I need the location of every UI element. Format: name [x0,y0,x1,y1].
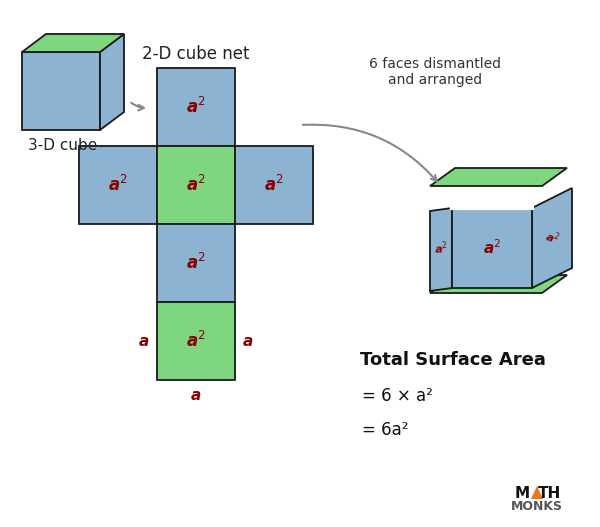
Text: a$^2$: a$^2$ [186,97,206,117]
Text: MONKS: MONKS [511,500,563,512]
Polygon shape [430,168,567,186]
Text: = 6 × a²: = 6 × a² [362,387,433,405]
Text: Total Surface Area: Total Surface Area [360,351,546,369]
Text: a$^2$: a$^2$ [264,175,284,195]
Text: 2-D cube net: 2-D cube net [142,45,250,63]
Text: a$^2$: a$^2$ [433,239,449,257]
Polygon shape [532,188,572,288]
Text: 3-D cube: 3-D cube [28,138,98,152]
Bar [235,146,313,224]
Text: a: a [243,334,253,348]
Bar [79,146,157,224]
Polygon shape [100,34,124,130]
Text: a$^2$: a$^2$ [484,169,500,186]
Text: a$^2$: a$^2$ [484,277,500,294]
Bar [22,52,100,130]
Text: TH: TH [538,485,560,501]
Text: a$^2$: a$^2$ [186,331,206,351]
Text: = 6a²: = 6a² [362,421,409,439]
Text: 6 faces dismantled
and arranged: 6 faces dismantled and arranged [369,57,501,87]
Text: M: M [514,485,530,501]
Bar [157,146,235,224]
Polygon shape [430,208,452,291]
Bar [452,208,532,288]
Text: a: a [191,387,201,403]
Text: a$^2$: a$^2$ [542,228,562,248]
Bar [157,224,235,302]
Text: a$^2$: a$^2$ [186,253,206,273]
Text: a$^2$: a$^2$ [186,175,206,195]
Polygon shape [430,275,567,293]
Text: a$^2$: a$^2$ [483,239,501,257]
Text: a$^2$: a$^2$ [108,175,128,195]
Bar [157,302,235,380]
Polygon shape [22,34,124,52]
Text: a: a [139,334,149,348]
Polygon shape [531,486,543,499]
Bar [157,68,235,146]
